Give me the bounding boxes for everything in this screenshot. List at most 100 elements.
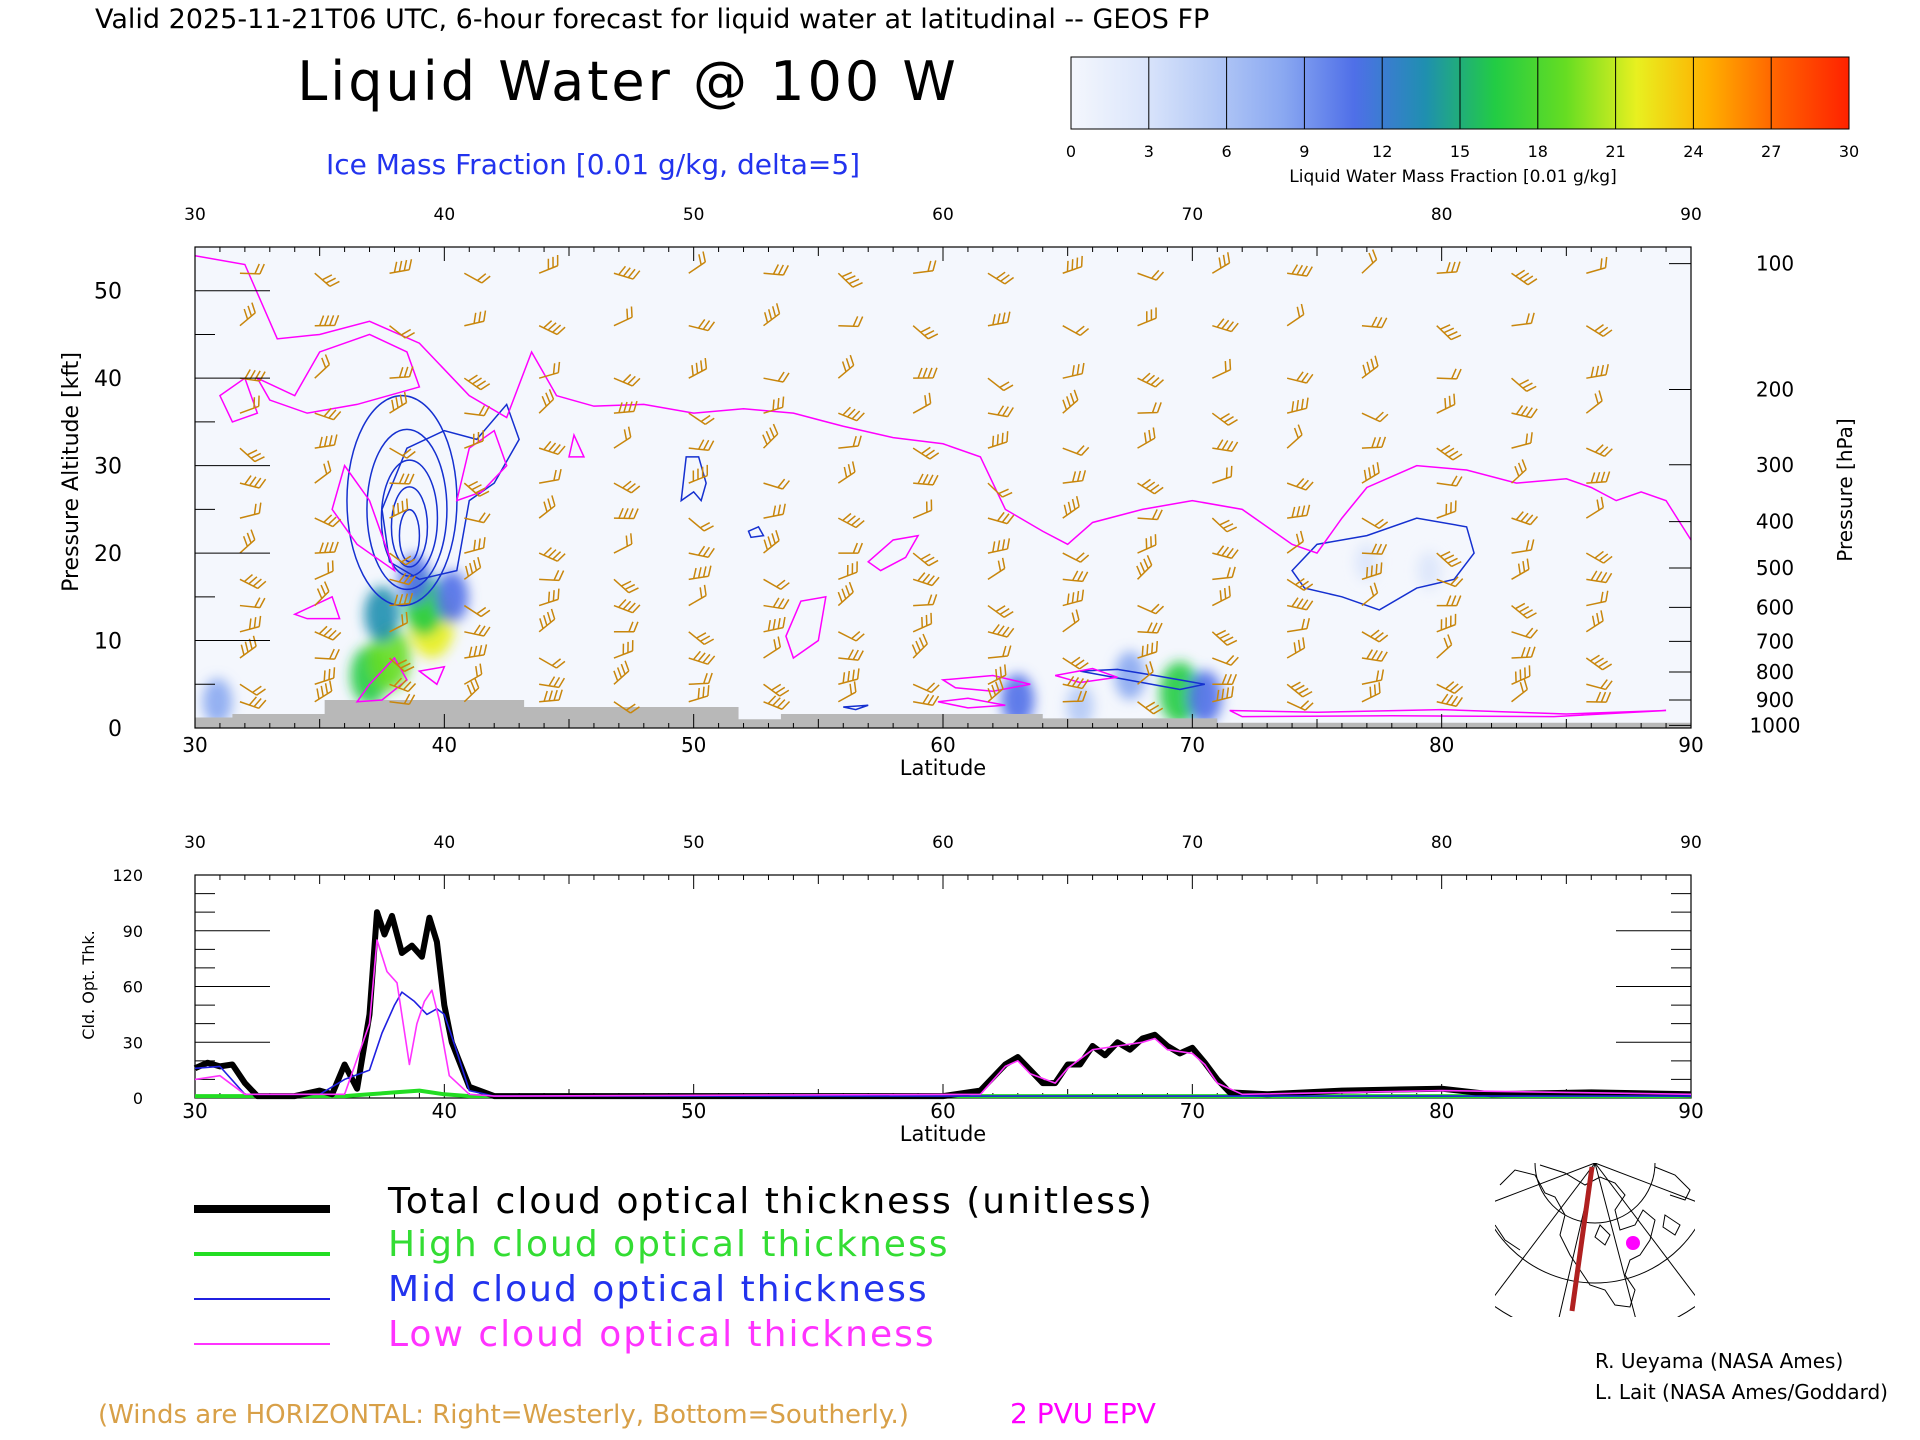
- wind-barb-stroke: [538, 440, 566, 456]
- wind-barb: [1361, 462, 1380, 484]
- wind-barb-stroke: [1062, 470, 1087, 484]
- wind-barb: [688, 672, 713, 686]
- wind-barb-stroke: [389, 447, 416, 459]
- line-y-tick-label: 0: [133, 1089, 143, 1108]
- wind-barb: [314, 680, 333, 703]
- ice-contour: [680, 456, 707, 503]
- wind-barb-stroke: [1436, 393, 1456, 414]
- wind-barb: [314, 625, 342, 641]
- colorbar-tick-label: 15: [1450, 142, 1470, 161]
- wind-barb: [762, 423, 779, 449]
- wind-barb-stroke: [613, 533, 633, 554]
- wind-barb: [613, 598, 641, 614]
- wind-barb: [763, 529, 780, 554]
- wind-barb: [688, 439, 715, 451]
- wind-barb-stroke: [239, 369, 266, 382]
- wind-barb-stroke: [913, 260, 937, 274]
- wind-barb-stroke: [1361, 517, 1389, 530]
- wind-barb: [464, 512, 491, 524]
- ice-contours: [346, 394, 1475, 711]
- wind-barb-stroke: [837, 461, 856, 484]
- wind-barb: [763, 264, 789, 276]
- wind-barb: [987, 482, 1013, 498]
- wind-barb: [1212, 545, 1239, 559]
- wind-barb: [987, 604, 1014, 618]
- line-xlabel: Latitude: [900, 1122, 986, 1146]
- wind-barb-stroke: [239, 615, 262, 633]
- wind-barb: [1062, 609, 1080, 633]
- line-top-tick-label: 40: [434, 833, 456, 853]
- wind-barb: [538, 320, 566, 336]
- wind-barb-stroke: [838, 561, 858, 581]
- epv-contour: [785, 595, 827, 660]
- wind-barb-stroke: [464, 405, 491, 417]
- wind-barb-stroke: [912, 612, 933, 633]
- wind-barb: [837, 461, 856, 484]
- liquid-water-cell: [202, 678, 233, 725]
- wind-barb: [1287, 264, 1313, 277]
- wind-barb: [763, 695, 791, 710]
- colorbar-tick-label: 18: [1528, 142, 1548, 161]
- line-y-tick-label: 120: [112, 866, 143, 885]
- wind-barb-stroke: [1436, 693, 1463, 707]
- wind-barb-stroke: [912, 392, 932, 414]
- wind-barb: [763, 371, 790, 383]
- wind-barb: [1586, 471, 1611, 484]
- wind-barb: [539, 689, 563, 703]
- wind-barb: [239, 635, 257, 659]
- wind-barb-stroke: [314, 354, 331, 379]
- wind-barb: [1585, 390, 1603, 414]
- ice-contour: [381, 402, 520, 581]
- wind-barb-stroke: [1062, 570, 1089, 583]
- legend-label-high: High cloud optical thickness: [388, 1224, 949, 1265]
- wind-barb: [389, 677, 417, 693]
- wind-barb-stroke: [1361, 436, 1387, 449]
- main-y-tick-label: 20: [94, 542, 122, 567]
- ice-contour: [1291, 517, 1475, 611]
- wind-barb-stroke: [239, 635, 257, 659]
- wind-barb-stroke: [1511, 602, 1537, 619]
- wind-barb: [389, 611, 409, 633]
- wind-barb-stroke: [463, 677, 480, 703]
- wind-barb-stroke: [1585, 610, 1604, 633]
- wind-barb: [1212, 439, 1239, 453]
- wind-barb-stroke: [688, 464, 709, 484]
- wind-barb-stroke: [1511, 511, 1539, 526]
- wind-barb-stroke: [838, 649, 864, 661]
- wind-barb: [1361, 517, 1389, 530]
- wind-barb-stroke: [1286, 397, 1309, 414]
- wind-barb-stroke: [389, 325, 415, 339]
- wind-barb: [1586, 590, 1609, 607]
- epv-contour: [940, 674, 1031, 693]
- pressure-tick-label: 100: [1756, 252, 1794, 276]
- wind-barb-stroke: [389, 611, 409, 633]
- wind-barb: [613, 400, 638, 414]
- main-ticks: [194, 247, 1692, 729]
- wind-barb: [1436, 444, 1463, 461]
- wind-barb: [838, 561, 858, 581]
- wind-barb-stroke: [1286, 424, 1303, 449]
- wind-barb: [987, 377, 1014, 392]
- wind-barb-stroke: [1137, 641, 1159, 659]
- wind-barb: [763, 683, 790, 697]
- wind-barb-stroke: [1585, 550, 1613, 564]
- wind-barb: [1361, 562, 1383, 581]
- wind-barb: [1062, 325, 1090, 337]
- wind-barb-stroke: [763, 636, 782, 659]
- wind-barb: [763, 636, 782, 659]
- wind-barb-stroke: [1361, 669, 1385, 686]
- wind-barb: [389, 259, 413, 274]
- wind-barb-stroke: [464, 430, 484, 449]
- wind-barb-stroke: [1361, 682, 1381, 703]
- wind-barb: [389, 657, 415, 673]
- wind-barb: [1585, 550, 1613, 564]
- wind-barb: [1211, 517, 1238, 533]
- wind-barb: [1286, 597, 1314, 611]
- wind-barb-stroke: [1137, 622, 1163, 634]
- wind-barb: [1436, 368, 1462, 380]
- wind-barb: [1286, 303, 1305, 327]
- pressure-tick-label: 700: [1756, 629, 1794, 653]
- main-bottom-tick-label: 60: [930, 733, 955, 757]
- wind-barb-stroke: [314, 434, 338, 449]
- wind-barb-stroke: [1511, 432, 1533, 449]
